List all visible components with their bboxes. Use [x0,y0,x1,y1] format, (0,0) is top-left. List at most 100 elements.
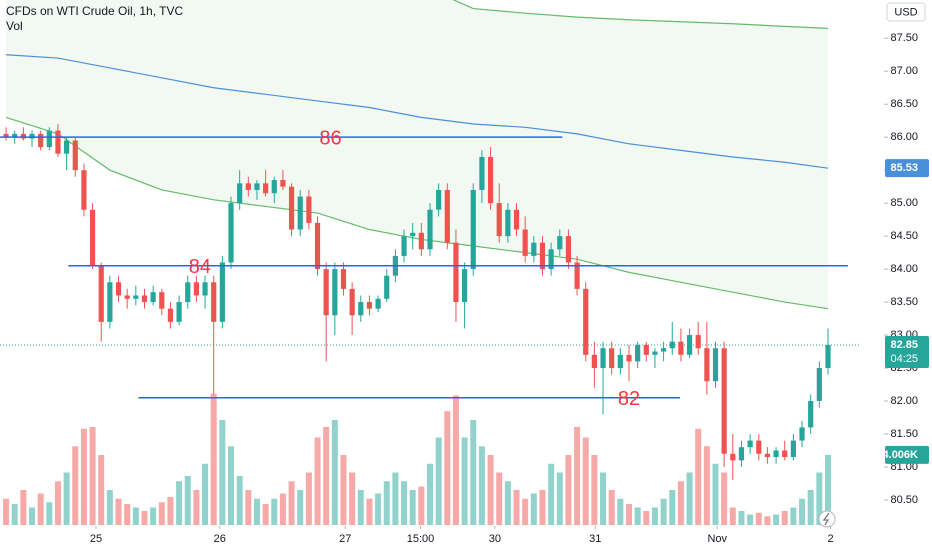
volume-bar [712,463,719,525]
candle-body [479,156,485,190]
candle-body [12,133,18,138]
volume-bar [755,512,762,525]
replay-icon[interactable] [818,510,836,528]
candle-body [539,242,546,270]
candle-body [565,236,572,263]
volume-bar [210,393,217,525]
y-tick-label: 87.50 [890,32,918,44]
candle-body [808,401,814,428]
volume-bar [11,504,18,525]
candle-body [228,203,234,263]
volume-bar [349,472,356,525]
volume-bar [150,507,157,525]
candle-body [427,209,433,250]
volume-bar [271,498,278,525]
plot-area: 86 84 82 [0,0,860,525]
y-tick-label: 86.00 [890,131,918,143]
volume-bar [331,420,338,525]
volume-bar [651,507,658,525]
candle-body [384,275,390,299]
candle-body [600,348,606,369]
horizontal-line-label: 84 [189,256,211,278]
volume-bar [729,507,736,525]
currency-box[interactable] [886,2,926,22]
candle-body [513,209,520,230]
candle-body [124,295,130,299]
candle-body [306,196,312,223]
candle-body [55,130,61,154]
candle-body [133,295,139,299]
x-tick-label: 2 [828,533,834,545]
candle-body [193,282,199,296]
candle-body [669,341,675,349]
volume-bar [124,504,131,525]
volume-bar [548,463,555,525]
x-tick-label: 25 [90,533,102,545]
candle-body [237,183,243,204]
candle-body [375,298,381,309]
volume-bar [470,420,477,525]
candle-body [332,269,338,316]
x-tick-label: 30 [489,533,501,545]
volume-bar [366,498,373,525]
indicator-band [6,0,828,309]
candle-body [38,133,44,148]
candle-body [678,341,684,355]
candle-body [773,450,779,458]
volume-bar [427,463,433,525]
candle-body [245,183,251,190]
volume-bar [262,504,269,525]
candle-body [816,368,822,402]
volume-bar [80,428,87,525]
volume-bar [288,481,295,525]
volume-bar [790,507,797,525]
volume-bar [106,490,113,525]
candle-body [271,180,277,194]
volume-bar [703,446,710,525]
volume-bar [202,463,209,525]
volume-bar [46,502,53,525]
candle-body [211,282,217,322]
x-tick-label: 27 [339,533,351,545]
candle-body [557,236,563,250]
horizontal-line-label: 82 [618,388,640,410]
last-price-label: 82.85 [890,339,918,351]
candle-body [462,269,468,303]
volume-title: Vol [6,19,23,33]
volume-bar [478,446,485,525]
candle-body [288,186,295,230]
candle-body [436,189,442,210]
candle-body [366,302,373,309]
y-tick-label: 84.50 [890,230,918,242]
candle-body [522,229,528,256]
candle-body [661,348,667,352]
indicator-price-box [885,159,929,178]
volume-bar [98,455,105,525]
candle-body [89,209,96,266]
candle-body [202,282,208,296]
volume-bar [37,493,44,525]
x-tick-label: 15:00 [407,533,435,545]
volume-bar [677,481,684,525]
candle-body [531,242,537,256]
horizontal-line-label: 86 [319,127,341,149]
candle-body [418,232,424,250]
candle-body [756,440,762,454]
volume-bar [409,490,416,525]
candle-body [591,354,597,369]
candle-body [626,354,632,362]
volume-bar [219,420,226,525]
volume-bar [228,446,235,525]
candle-body [349,288,355,316]
volume-bar [634,507,641,525]
candle-body [799,427,805,441]
y-tick-label: 83.50 [890,296,918,308]
countdown-label: 04:25 [890,353,918,365]
candle-body [704,348,710,382]
candle-body [747,440,753,448]
volume-bar [625,504,632,525]
candle-body [72,140,78,171]
candle-body [825,344,831,369]
candle-body [643,344,649,355]
candle-body [297,196,303,230]
